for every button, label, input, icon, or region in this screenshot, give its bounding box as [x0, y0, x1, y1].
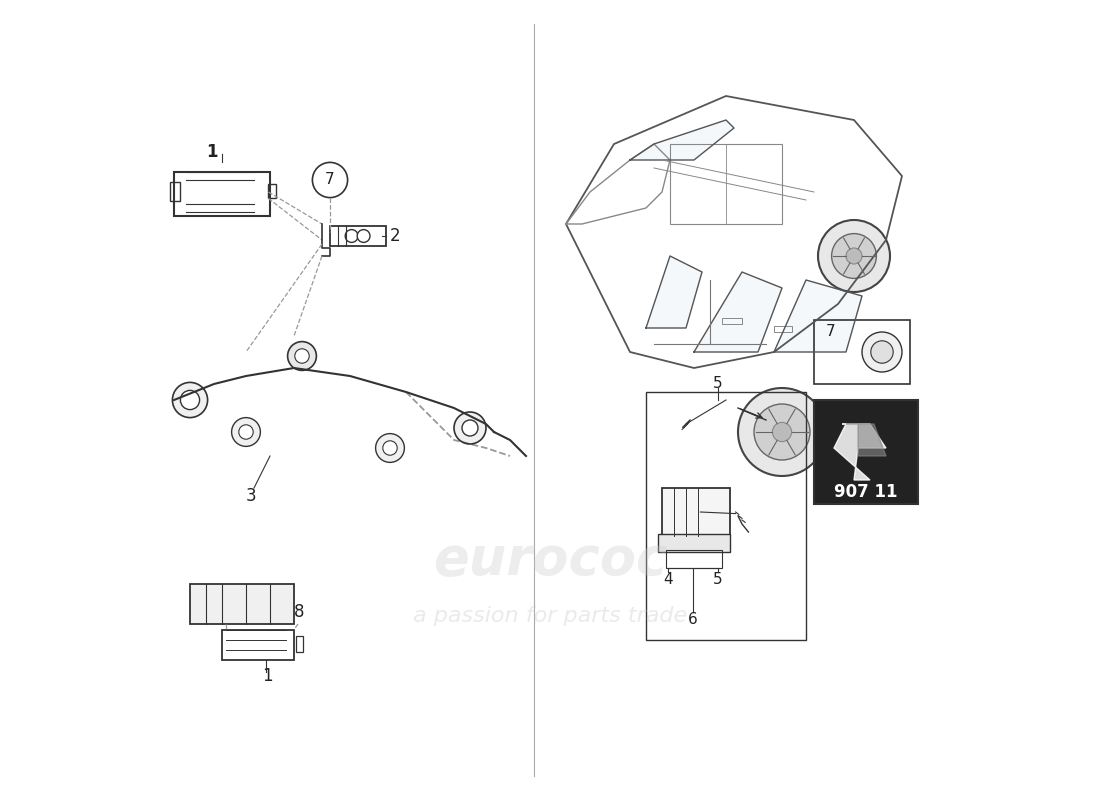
Circle shape — [846, 248, 862, 264]
Circle shape — [375, 434, 405, 462]
Bar — [268, 184, 276, 198]
Text: 5: 5 — [713, 377, 723, 391]
Polygon shape — [774, 280, 862, 352]
Polygon shape — [630, 120, 734, 160]
Circle shape — [180, 390, 199, 410]
Bar — [190, 584, 294, 624]
Bar — [722, 318, 742, 324]
Circle shape — [345, 230, 358, 242]
Bar — [814, 400, 918, 504]
Circle shape — [239, 425, 253, 439]
Polygon shape — [834, 424, 886, 480]
Polygon shape — [646, 256, 702, 328]
Bar — [170, 182, 179, 201]
Text: 5: 5 — [713, 573, 723, 587]
Circle shape — [295, 349, 309, 363]
Text: 7: 7 — [826, 325, 836, 339]
Circle shape — [383, 441, 397, 455]
Circle shape — [232, 418, 261, 446]
Circle shape — [818, 220, 890, 292]
Circle shape — [287, 342, 317, 370]
Bar — [666, 550, 722, 568]
Text: 1: 1 — [206, 143, 218, 161]
Bar — [330, 226, 386, 246]
Bar — [814, 320, 910, 384]
Text: 7: 7 — [326, 173, 334, 187]
Bar — [222, 630, 294, 660]
Circle shape — [462, 420, 478, 436]
Circle shape — [772, 422, 792, 442]
Circle shape — [738, 388, 826, 476]
Circle shape — [754, 404, 810, 460]
Text: 1: 1 — [262, 667, 273, 685]
Text: a passion for parts trade: a passion for parts trade — [412, 606, 688, 626]
Circle shape — [173, 382, 208, 418]
Text: 2: 2 — [390, 227, 400, 245]
Bar — [174, 172, 270, 216]
Text: 6: 6 — [689, 613, 698, 627]
Circle shape — [871, 341, 893, 363]
Text: 4: 4 — [663, 573, 673, 587]
Bar — [658, 534, 730, 552]
Text: 907 11: 907 11 — [834, 483, 898, 501]
Polygon shape — [694, 272, 782, 352]
Circle shape — [358, 230, 370, 242]
Circle shape — [862, 332, 902, 372]
Text: eurococ: eurococ — [433, 534, 667, 586]
Bar — [774, 326, 792, 332]
Circle shape — [454, 412, 486, 444]
Text: 8: 8 — [294, 603, 305, 621]
Circle shape — [832, 234, 877, 278]
Bar — [670, 144, 782, 224]
Bar — [296, 636, 303, 652]
Text: 3: 3 — [246, 487, 256, 505]
Bar — [662, 488, 730, 536]
Circle shape — [312, 162, 348, 198]
Bar — [646, 392, 806, 640]
Polygon shape — [846, 424, 886, 456]
